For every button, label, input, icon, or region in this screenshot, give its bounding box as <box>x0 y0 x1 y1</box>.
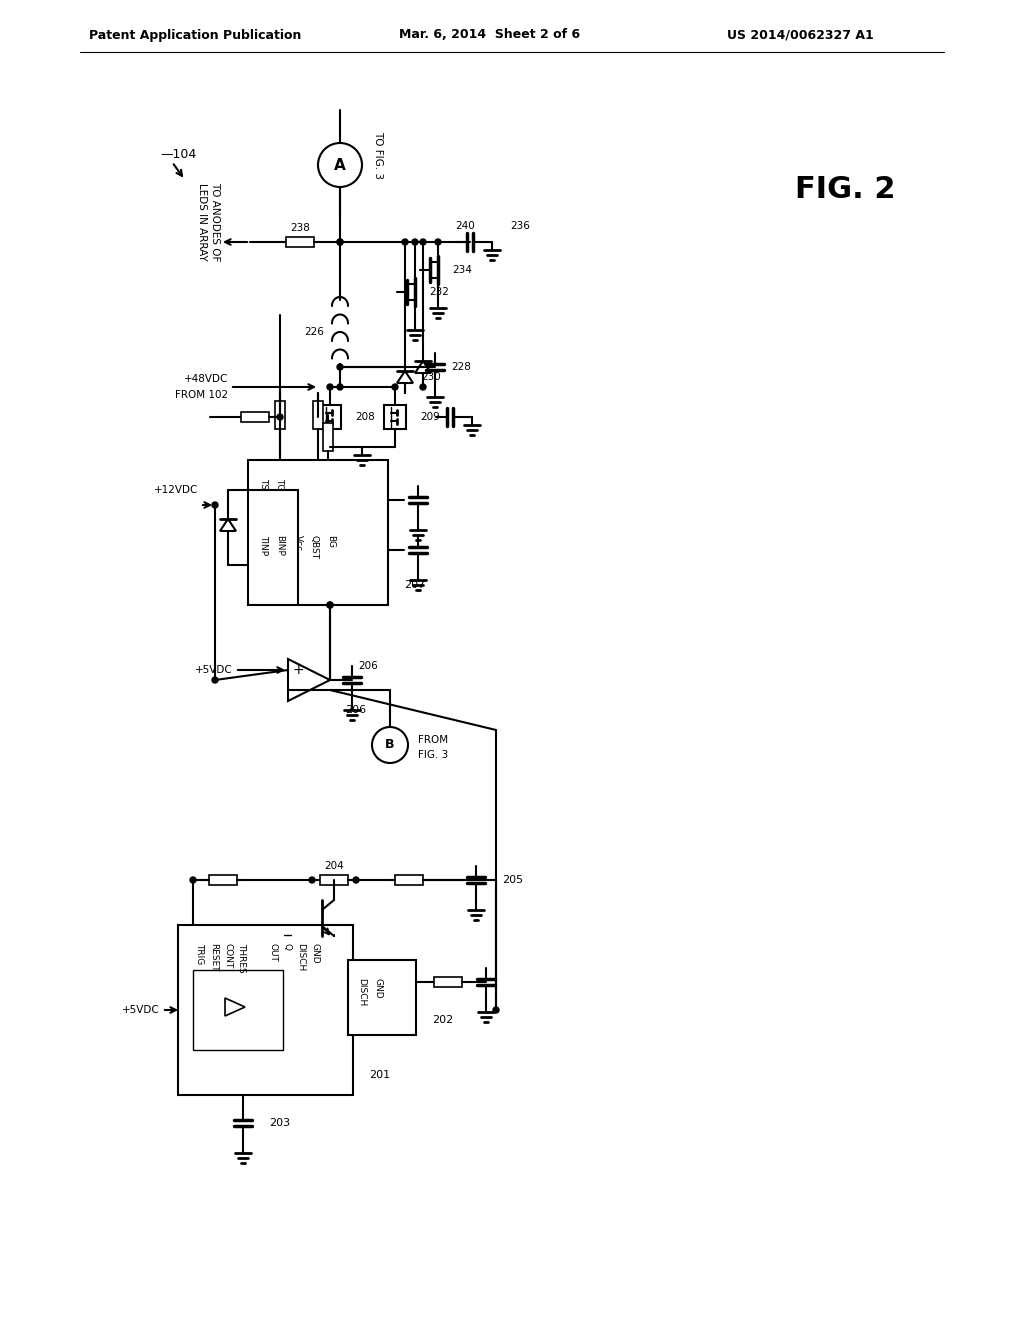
Text: GND: GND <box>310 942 319 964</box>
Text: 206: 206 <box>358 661 378 671</box>
Circle shape <box>412 239 418 246</box>
Text: 204: 204 <box>325 861 344 871</box>
Text: BINP: BINP <box>275 535 285 556</box>
Circle shape <box>327 602 333 609</box>
Text: 202: 202 <box>432 1015 454 1026</box>
Circle shape <box>337 364 343 370</box>
Text: DISCH: DISCH <box>357 978 367 1006</box>
Circle shape <box>309 876 315 883</box>
Text: A: A <box>334 157 346 173</box>
Text: 236: 236 <box>510 220 530 231</box>
Bar <box>178 925 353 1096</box>
Text: 208: 208 <box>355 412 375 422</box>
Bar <box>395 875 423 884</box>
Bar <box>313 401 323 429</box>
Text: TO FIG. 3: TO FIG. 3 <box>373 131 383 180</box>
Bar <box>348 960 416 1035</box>
Text: TG: TG <box>275 478 285 490</box>
Text: TINP: TINP <box>259 535 268 556</box>
Text: 226: 226 <box>304 327 324 337</box>
Circle shape <box>493 1007 499 1012</box>
Text: FIG. 3: FIG. 3 <box>418 750 449 760</box>
Text: FIG. 2: FIG. 2 <box>795 176 895 205</box>
Text: +12VDC: +12VDC <box>154 484 198 495</box>
Circle shape <box>392 384 398 389</box>
Circle shape <box>420 239 426 246</box>
Text: 209: 209 <box>420 412 439 422</box>
Circle shape <box>337 239 343 246</box>
Circle shape <box>435 239 441 246</box>
Text: 232: 232 <box>429 286 449 297</box>
Bar <box>209 875 237 884</box>
Text: +5VDC: +5VDC <box>122 1005 160 1015</box>
Circle shape <box>402 239 408 246</box>
Text: Vcc: Vcc <box>294 535 302 552</box>
Circle shape <box>212 502 218 508</box>
Bar <box>319 405 341 429</box>
Text: TO ANODES OF: TO ANODES OF <box>210 182 220 261</box>
Text: +5VDC: +5VDC <box>196 665 233 675</box>
Bar <box>241 412 269 422</box>
Bar <box>384 405 406 429</box>
Text: TRIG: TRIG <box>196 942 205 964</box>
Text: Mar. 6, 2014  Sheet 2 of 6: Mar. 6, 2014 Sheet 2 of 6 <box>399 29 581 41</box>
Bar <box>275 401 285 429</box>
Bar <box>323 422 333 451</box>
Circle shape <box>420 384 426 389</box>
Bar <box>286 238 314 247</box>
Text: 230: 230 <box>421 372 440 381</box>
Circle shape <box>327 602 333 609</box>
Text: THRES: THRES <box>238 942 247 973</box>
Text: 234: 234 <box>452 265 472 275</box>
Text: 228: 228 <box>451 362 471 372</box>
Bar <box>193 970 283 1049</box>
Text: 206: 206 <box>345 705 367 715</box>
Text: +: + <box>292 663 304 677</box>
Text: GND: GND <box>374 978 383 999</box>
Text: 207: 207 <box>404 579 425 590</box>
Circle shape <box>337 384 343 389</box>
Circle shape <box>278 414 283 420</box>
Text: LEDS IN ARRAY: LEDS IN ARRAY <box>197 183 207 261</box>
Circle shape <box>190 876 196 883</box>
Text: 201: 201 <box>369 1071 390 1080</box>
Text: 205: 205 <box>502 875 523 884</box>
Text: −: − <box>292 682 304 697</box>
Circle shape <box>353 876 359 883</box>
Text: Patent Application Publication: Patent Application Publication <box>89 29 301 41</box>
Text: FROM 102: FROM 102 <box>175 389 228 400</box>
Bar <box>319 875 348 884</box>
Text: —104: —104 <box>160 149 197 161</box>
Text: QBST: QBST <box>309 535 318 560</box>
Bar <box>434 977 462 987</box>
Text: FROM: FROM <box>418 735 449 744</box>
Text: 240: 240 <box>455 220 475 231</box>
Circle shape <box>337 239 343 246</box>
Text: OUT: OUT <box>268 942 278 962</box>
Text: BG: BG <box>327 535 336 548</box>
Text: +48VDC: +48VDC <box>183 374 228 384</box>
Text: 203: 203 <box>269 1118 290 1129</box>
Text: US 2014/0062327 A1: US 2014/0062327 A1 <box>727 29 873 41</box>
Text: 238: 238 <box>290 223 310 234</box>
Bar <box>248 459 388 605</box>
Text: TS: TS <box>259 478 268 490</box>
Text: RESET: RESET <box>210 942 218 972</box>
Text: CONT: CONT <box>223 942 232 969</box>
Text: Q: Q <box>283 942 292 950</box>
Text: B: B <box>385 738 394 751</box>
Circle shape <box>212 677 218 682</box>
Text: DISCH: DISCH <box>297 942 305 972</box>
Circle shape <box>327 384 333 389</box>
